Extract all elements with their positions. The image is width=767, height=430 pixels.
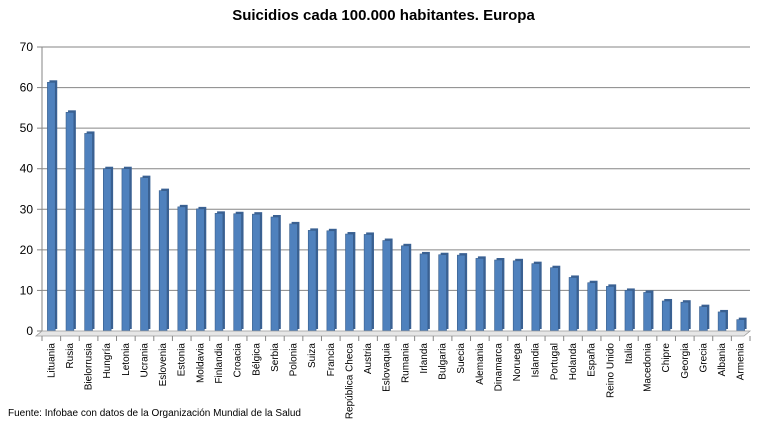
y-tick-label: 20: [20, 243, 34, 257]
x-category-label: Suiza: [307, 343, 318, 368]
x-category-label: Ucrania: [139, 343, 150, 378]
x-category-label: Rumania: [400, 343, 411, 383]
y-axis-ticks: 0 10 20 30 40 50 60 70: [20, 40, 34, 338]
bar-9: [196, 208, 205, 332]
bar-36: [699, 306, 708, 332]
bar-7: [158, 190, 168, 332]
x-category-label: Letonia: [121, 343, 132, 376]
x-category-label: Holanda: [568, 343, 579, 381]
bar-15: [307, 230, 317, 332]
bar-11: [233, 213, 242, 332]
y-tick-label: 60: [20, 81, 34, 95]
bar-19: [382, 240, 391, 332]
bar-1: [47, 81, 56, 332]
x-category-label: Armenia: [736, 343, 747, 381]
bar-6: [140, 177, 149, 332]
bar-21: [419, 253, 429, 332]
x-category-label: Irlanda: [419, 343, 430, 374]
source-note: Fuente: Infobae con datos de la Organiza…: [8, 408, 301, 419]
x-category-label: Polonia: [289, 343, 300, 377]
x-category-label: Bielorrusia: [84, 343, 95, 391]
bar-31: [606, 286, 615, 332]
bars: [47, 80, 747, 332]
bar-10: [214, 213, 224, 332]
x-category-label: Croacia: [233, 343, 244, 378]
x-category-label: Italia: [624, 343, 635, 365]
bar-23: [456, 254, 466, 332]
bar-5: [121, 168, 131, 332]
x-category-label: Portugal: [549, 343, 560, 380]
x-category-label: Eslovenia: [158, 343, 169, 387]
axes: [34, 47, 752, 341]
x-category-label: España: [587, 343, 598, 377]
bar-28: [550, 267, 559, 332]
bar-32: [624, 290, 634, 332]
bar-26: [512, 260, 522, 332]
chart-title: Suicidios cada 100.000 habitantes. Europ…: [232, 7, 535, 24]
y-tick-label: 40: [20, 162, 34, 176]
bar-18: [363, 234, 373, 332]
x-category-label: Dinamarca: [493, 343, 504, 392]
x-category-label: Chipre: [661, 343, 672, 373]
x-category-label: Finlandia: [214, 343, 225, 384]
y-tick-label: 70: [20, 40, 34, 54]
bar-25: [494, 259, 503, 332]
x-axis-labels: Lituania Rusia Bielorrusia Hungría Letonia Uc…: [46, 343, 746, 420]
x-category-label: Islandia: [531, 343, 542, 378]
x-category-label: Bulgaria: [438, 343, 449, 380]
x-category-label: Rusia: [65, 343, 76, 369]
bar-27: [531, 263, 540, 332]
bar-29: [568, 277, 578, 332]
x-category-label: Eslovaquia: [382, 343, 393, 392]
chart-floor: [34, 330, 752, 337]
y-tick-label: 0: [26, 324, 33, 338]
bar-33: [643, 292, 652, 332]
y-tick-label: 10: [20, 283, 34, 297]
bar-16: [326, 230, 336, 332]
x-category-label: Grecia: [698, 343, 709, 373]
x-category-label: República Checa: [344, 343, 355, 420]
bar-8: [177, 206, 186, 332]
x-category-label: Hungría: [102, 343, 113, 379]
y-tick-label: 30: [20, 202, 34, 216]
x-category-label: Serbia: [270, 343, 281, 372]
bar-22: [438, 254, 447, 332]
y-tick-label: 50: [20, 121, 34, 135]
bar-24: [475, 258, 485, 332]
x-category-label: Macedonia: [643, 343, 654, 392]
x-category-label: Noruega: [512, 343, 523, 382]
x-category-label: Austria: [363, 343, 374, 375]
x-category-label: Lituania: [46, 343, 57, 378]
bar-14: [289, 223, 298, 332]
bar-3: [84, 133, 93, 332]
bar-2: [65, 112, 75, 332]
bar-34: [661, 300, 671, 332]
x-category-label: Reino Unido: [605, 343, 616, 398]
x-category-label: Suecia: [456, 343, 467, 374]
gridlines: [37, 46, 750, 332]
bar-12: [252, 213, 261, 332]
bar-13: [270, 216, 280, 332]
x-category-label: Georgia: [680, 343, 691, 379]
x-category-label: Estonia: [177, 343, 188, 377]
bar-20: [401, 245, 410, 332]
bar-17: [345, 233, 354, 332]
bar-35: [680, 301, 690, 332]
bar-4: [102, 168, 112, 332]
x-category-label: Francia: [326, 343, 337, 377]
x-category-label: Bélgica: [251, 343, 262, 376]
x-category-label: Alemania: [475, 343, 486, 385]
bar-37: [717, 311, 727, 332]
bar-38: [736, 319, 745, 332]
bar-30: [587, 282, 596, 332]
x-category-label: Albania: [717, 343, 728, 377]
x-category-label: Moldavia: [195, 343, 206, 383]
